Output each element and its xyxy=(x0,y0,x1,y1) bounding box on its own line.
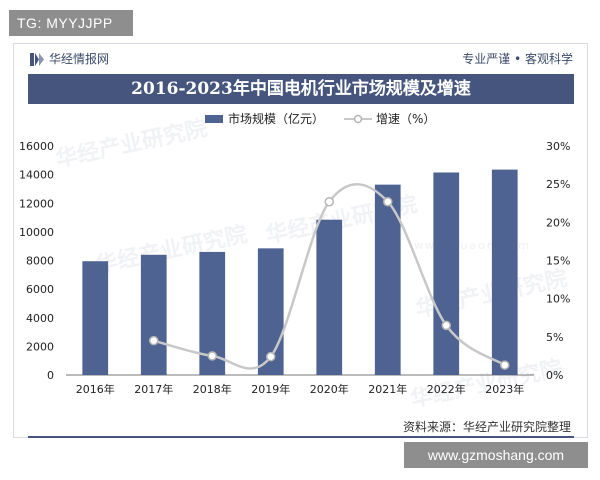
x-tick-label: 2022年 xyxy=(427,382,466,396)
legend-line-label: 增速（%） xyxy=(376,112,436,126)
source-note: 资料来源：华经产业研究院整理 xyxy=(402,420,571,434)
y-left-tick-label: 16000 xyxy=(19,140,54,153)
x-tick-label: 2016年 xyxy=(76,382,115,396)
y-right-tick-label: 15% xyxy=(546,255,570,268)
footer-rule xyxy=(28,436,574,438)
y-left-tick-label: 0 xyxy=(47,369,54,382)
y-right-tick-label: 20% xyxy=(546,216,570,229)
growth-rate-point xyxy=(149,335,159,346)
y-right-tick-label: 5% xyxy=(546,331,563,344)
y-right-tick-label: 30% xyxy=(546,140,570,153)
tg-label-badge: TG: MYYJJPP xyxy=(9,10,133,36)
growth-rate-point xyxy=(207,351,217,361)
y-right-tick-label: 25% xyxy=(546,178,570,191)
y-right-tick-label: 0% xyxy=(546,369,563,382)
huajing-logo-icon xyxy=(30,53,44,66)
y-right-tick-label: 10% xyxy=(546,293,570,306)
brand-name: 华经情报网 xyxy=(49,52,110,66)
y-left-tick-label: 12000 xyxy=(19,197,54,210)
y-left-tick-label: 10000 xyxy=(19,226,54,239)
legend-bar-label: 市场规模（亿元） xyxy=(228,112,325,126)
chart-plot: 0 2000 4000 6000 8000 10000 12000 14000 16000 0% 5… xyxy=(19,140,570,396)
y-left-tick-label: 14000 xyxy=(19,169,54,182)
chart-legend: 市场规模（亿元） 增速（%） xyxy=(14,109,587,129)
y-left-tick-label: 8000 xyxy=(26,255,54,268)
bar xyxy=(140,254,167,375)
x-tick-label: 2023年 xyxy=(485,382,524,396)
bar xyxy=(82,261,109,375)
x-tick-label: 2018年 xyxy=(193,382,232,396)
y-left-tick-label: 4000 xyxy=(26,312,54,325)
legend-line-swatch xyxy=(344,114,372,124)
growth-rate-point xyxy=(441,320,451,331)
chart-card: 华经情报网 专业严谨 • 客观科学 2016-2023年中国电机行业市场规模及增… xyxy=(13,43,588,438)
x-tick-label: 2017年 xyxy=(134,382,173,396)
x-tick-label: 2021年 xyxy=(368,382,407,396)
growth-rate-point xyxy=(324,196,334,207)
bar xyxy=(491,169,518,375)
y-left-tick-label: 2000 xyxy=(26,340,54,353)
url-label-badge: www.gzmoshang.com xyxy=(404,442,588,468)
x-tick-label: 2019年 xyxy=(251,382,290,396)
y-left-tick-label: 6000 xyxy=(26,283,54,296)
growth-rate-point xyxy=(500,360,510,370)
chart-title: 2016-2023年中国电机行业市场规模及增速 xyxy=(28,74,574,104)
bar xyxy=(316,219,343,375)
brand-slogan: 专业严谨 • 客观科学 xyxy=(462,52,573,66)
growth-rate-point xyxy=(383,196,393,207)
growth-rate-point xyxy=(266,351,276,362)
legend-bar-swatch xyxy=(205,115,223,123)
brand-bar: 华经情报网 专业严谨 • 客观科学 xyxy=(14,44,587,74)
bar xyxy=(433,172,460,375)
x-tick-label: 2020年 xyxy=(310,382,349,396)
